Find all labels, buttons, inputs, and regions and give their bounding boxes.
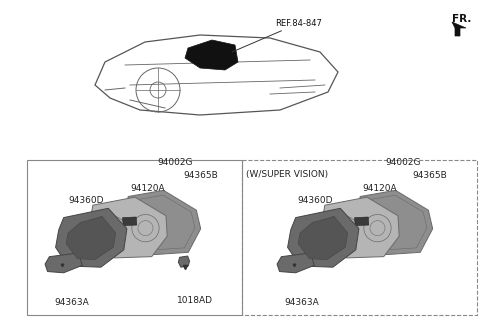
Text: 94360D: 94360D (297, 196, 333, 205)
Text: 94120A: 94120A (362, 184, 396, 193)
Bar (27, 160, 242, 315)
Polygon shape (322, 197, 399, 258)
Text: 94363A: 94363A (285, 298, 319, 307)
Polygon shape (298, 216, 348, 260)
Polygon shape (355, 217, 369, 226)
Text: REF.84-847: REF.84-847 (232, 19, 322, 52)
Polygon shape (357, 190, 432, 255)
Text: 94365B: 94365B (183, 171, 218, 180)
Polygon shape (122, 217, 137, 226)
Polygon shape (277, 253, 314, 273)
Text: 94365B: 94365B (412, 171, 447, 180)
Text: (W/SUPER VISION): (W/SUPER VISION) (246, 170, 328, 179)
Polygon shape (56, 208, 127, 267)
Polygon shape (288, 208, 359, 267)
Polygon shape (45, 253, 82, 273)
Text: FR.: FR. (452, 14, 471, 24)
Text: 94360D: 94360D (68, 196, 104, 205)
Text: 94363A: 94363A (55, 298, 89, 307)
Polygon shape (90, 197, 167, 258)
Text: 94002G: 94002G (157, 158, 193, 167)
Text: 94002G: 94002G (385, 158, 421, 167)
Text: 94120A: 94120A (130, 184, 165, 193)
Text: 1018AD: 1018AD (177, 296, 213, 305)
Polygon shape (452, 22, 466, 36)
Polygon shape (125, 190, 201, 255)
Bar (242, 160, 477, 315)
Polygon shape (185, 40, 238, 70)
Polygon shape (179, 256, 190, 267)
Polygon shape (66, 216, 116, 260)
